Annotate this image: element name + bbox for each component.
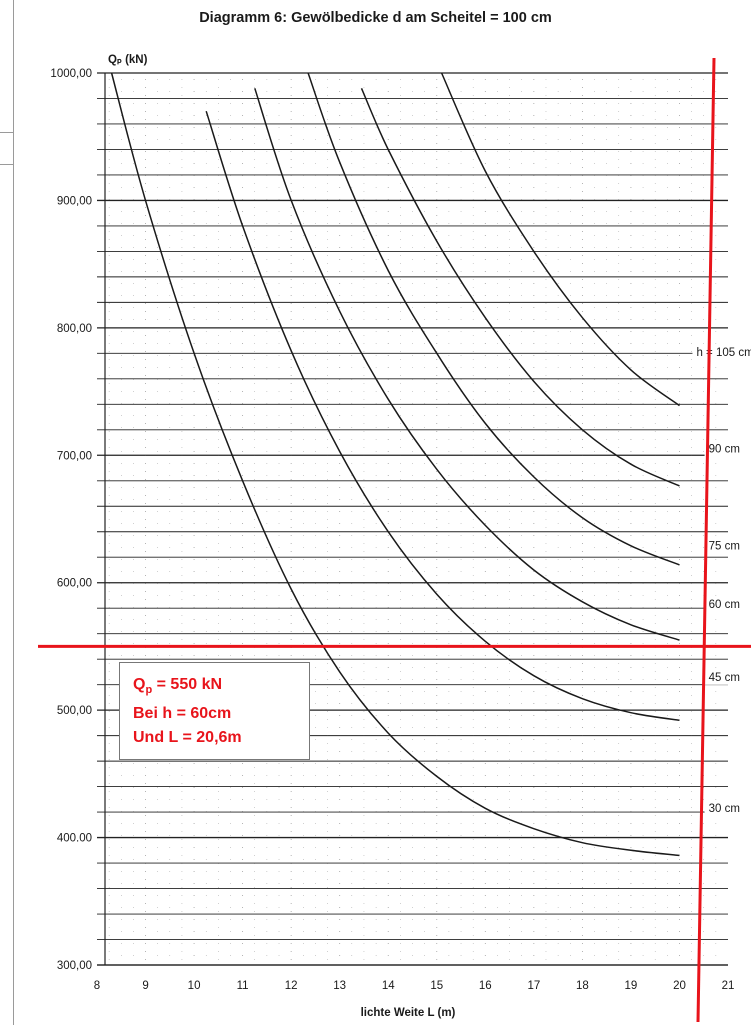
y-tick-label: 500,00 (57, 705, 92, 717)
x-tick-label: 17 (527, 980, 540, 992)
series-label-background (704, 538, 746, 554)
result-line-height: Bei h = 60cm (133, 705, 232, 723)
series-label: 90 cm (709, 444, 740, 456)
series-label: 75 cm (709, 541, 740, 553)
x-tick-label: 12 (285, 980, 298, 992)
y-axis-label: Qₚ (kN) (108, 54, 148, 66)
series-label-background (704, 801, 746, 817)
y-tick-label: 800,00 (57, 323, 92, 335)
curve-layer (110, 72, 680, 857)
series-label: 60 cm (709, 599, 740, 611)
x-tick-label: 21 (722, 980, 735, 992)
y-tick-label: 700,00 (57, 450, 92, 462)
series-label: 30 cm (709, 803, 740, 815)
x-tick-label: 19 (625, 980, 638, 992)
x-axis-label: lichte Weite L (m) (361, 1007, 456, 1019)
series-curve (360, 87, 680, 487)
left-margin-rule (13, 0, 14, 1025)
series-curve (307, 72, 680, 566)
y-tick-label: 600,00 (57, 578, 92, 590)
axis-layer: 1000,00 900,00 800,00 700,00 600,00 500,00 400… (50, 54, 734, 1019)
x-tick-label: 15 (430, 980, 443, 992)
x-tick-label: 9 (142, 980, 148, 992)
reference-line-layer (38, 57, 751, 1023)
y-tick-label: 1000,00 (50, 68, 92, 80)
series-label-background (704, 441, 746, 457)
x-tick-label: 11 (237, 980, 249, 992)
series-curve (440, 72, 680, 407)
result-line-span: Und L = 20,6m (133, 729, 242, 747)
series-curve (254, 88, 680, 641)
y-tick-label: 400.00 (57, 833, 92, 845)
result-annotation-box: Qp = 550 kN Bei h = 60cm Und L = 20,6m (119, 662, 310, 760)
left-margin-tick (0, 164, 14, 165)
x-tick-label: 10 (188, 980, 201, 992)
y-tick-label: 900,00 (57, 195, 92, 207)
x-tick-label: 16 (479, 980, 492, 992)
x-tick-label: 14 (382, 980, 395, 992)
label-layer: 30 cm 45 cm 60 cm 75 cm 90 cm h = 105 cm (692, 344, 751, 817)
series-label: 45 cm (709, 672, 740, 684)
result-line-qp: Qp = 550 kN (133, 676, 223, 697)
series-curve (110, 72, 680, 857)
series-curve (205, 110, 680, 722)
x-tick-label: 18 (576, 980, 589, 992)
chart-title: Diagramm 6: Gewölbedicke d am Scheitel =… (199, 10, 552, 26)
series-label-background (704, 597, 746, 613)
series-label-background (692, 344, 751, 360)
series-label-background (704, 669, 746, 685)
x-tick-label: 13 (333, 980, 346, 992)
left-margin-tick (0, 132, 14, 133)
y-tick-label: 300,00 (57, 960, 92, 972)
series-label: h = 105 cm (696, 347, 751, 359)
grid-layer (97, 72, 728, 966)
reference-line-vertical (696, 57, 716, 1023)
x-tick-label: 8 (94, 980, 100, 992)
x-tick-label: 20 (673, 980, 686, 992)
